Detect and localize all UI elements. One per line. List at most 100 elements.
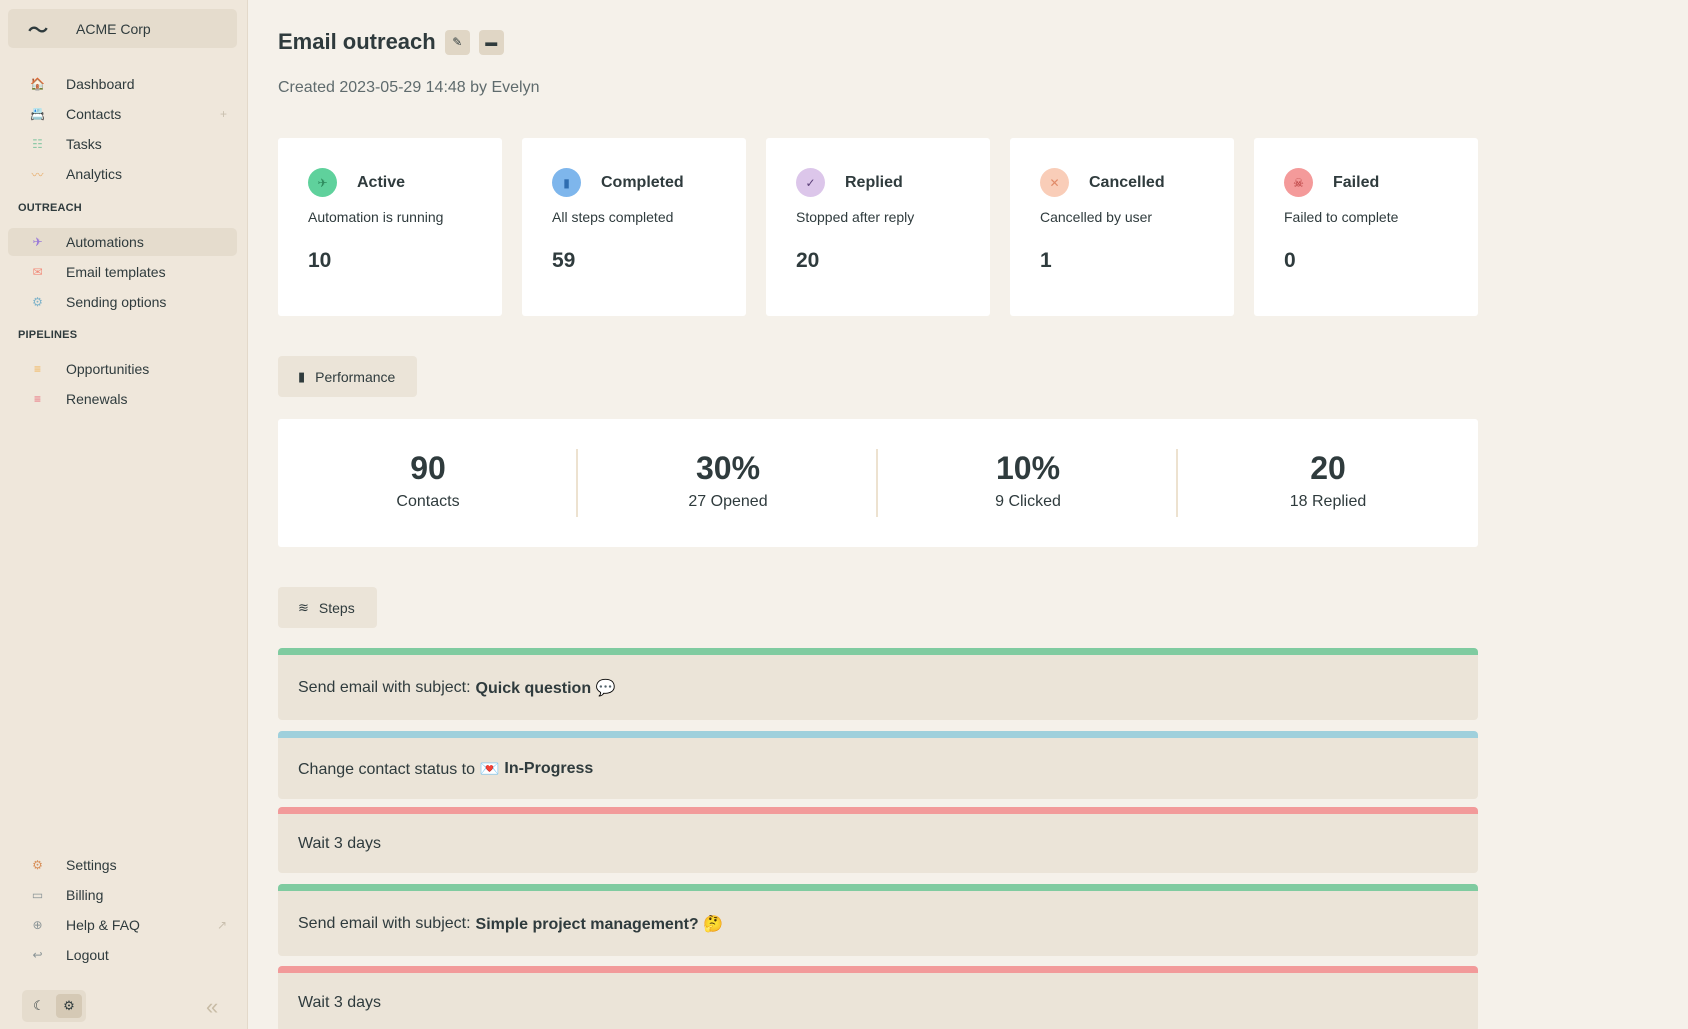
logout-icon: ↩	[32, 948, 43, 962]
stat-value: 20	[1310, 450, 1346, 486]
analytics-line-icon: 〰	[31, 167, 44, 182]
theme-toggle: ☾ ⚙	[22, 990, 86, 1022]
performance-stats: 90 Contacts 30% 27 Opened 10% 9 Clicked 20 18 R…	[278, 419, 1478, 547]
status-icon: ☠	[1284, 168, 1313, 197]
checklist-icon: ☷	[32, 137, 43, 151]
section-label-pipelines: PIPELINES	[18, 329, 78, 341]
card-value: 1	[1040, 249, 1052, 272]
settings-icon: ⚙	[32, 858, 43, 872]
card-description: Cancelled by user	[1040, 209, 1153, 225]
step-text: Wait 3 days	[298, 993, 381, 1011]
archive-button[interactable]: ▬	[478, 29, 504, 55]
credit-card-icon: ▭	[31, 888, 44, 902]
sidebar-item-settings[interactable]: ⚙ Settings	[8, 851, 237, 879]
stat-item: 90 Contacts	[278, 449, 578, 517]
card-title: Active	[357, 173, 406, 191]
step-text: Wait 3 days	[298, 834, 381, 852]
sidebar-item-billing[interactable]: ▭ Billing	[8, 881, 237, 909]
stat-item: 10% 9 Clicked	[878, 449, 1178, 517]
org-logo-icon: 〜	[28, 20, 48, 42]
layers-icon: ≡	[33, 362, 41, 376]
card-value: 59	[552, 249, 576, 272]
moon-icon[interactable]: ☾	[33, 998, 45, 1013]
stat-label: 9 Clicked	[995, 493, 1061, 510]
created-info: Created 2023-05-29 14:48 by Evelyn	[278, 79, 540, 96]
step-highlight: Simple project management? 🤔	[475, 915, 724, 933]
card-description: Automation is running	[308, 209, 444, 225]
add-contact-icon[interactable]: +	[219, 107, 227, 121]
step-item[interactable]: Change contact status to 💌 In-Progress	[278, 731, 1478, 799]
sidebar-item-logout[interactable]: ↩ Logout	[8, 941, 237, 969]
edit-button[interactable]: ✎	[444, 29, 470, 55]
stat-item: 30% 27 Opened	[578, 449, 878, 517]
collapse-sidebar-icon[interactable]: «	[206, 994, 219, 1019]
title-row: Email outreach ✎ ▬	[278, 29, 504, 55]
card-description: All steps completed	[552, 209, 674, 225]
card-title: Completed	[601, 173, 684, 191]
system-theme-icon[interactable]: ⚙	[56, 994, 82, 1018]
step-item[interactable]: Send email with subject: Quick question 💬	[278, 648, 1478, 720]
card-value: 10	[308, 249, 332, 272]
sidebar-item-label: Settings	[66, 857, 117, 873]
section-label-outreach: OUTREACH	[18, 202, 82, 214]
lifebuoy-icon: ⊕	[32, 918, 43, 932]
card-head: ☠ Failed	[1284, 168, 1478, 197]
sidebar-item-label: Opportunities	[66, 361, 150, 377]
steps-label: Steps	[318, 599, 355, 616]
external-link-icon: ↗	[216, 918, 227, 932]
step-item[interactable]: Wait 3 days	[278, 966, 1478, 1029]
sidebar-item-tasks[interactable]: ☷ Tasks	[8, 130, 237, 158]
sidebar-item-label: Analytics	[66, 166, 123, 182]
sidebar-item-label: Renewals	[66, 391, 128, 407]
steps-tab[interactable]: ≋ Steps	[278, 587, 377, 628]
step-highlight: Quick question 💬	[475, 679, 616, 697]
stat-item: 20 18 Replied	[1178, 449, 1478, 517]
sidebar-item-label: Sending options	[66, 294, 167, 310]
sidebar-item-help-faq[interactable]: ⊕ Help & FAQ ↗	[8, 911, 237, 939]
step-item[interactable]: Wait 3 days	[278, 807, 1478, 873]
stat-value: 90	[410, 450, 446, 486]
home-icon: 🏠	[30, 77, 45, 91]
step-item[interactable]: Send email with subject: Simple project m…	[278, 884, 1478, 956]
sidebar-item-opportunities[interactable]: ≡ Opportunities	[8, 355, 237, 383]
sidebar-item-label: Dashboard	[66, 76, 135, 92]
sidebar-item-analytics[interactable]: 〰 Analytics	[8, 160, 237, 188]
status-card-failed: ☠ Failed Failed to complete 0	[1254, 138, 1478, 316]
performance-tab[interactable]: ▮ Performance	[278, 356, 418, 397]
card-title: Failed	[1333, 173, 1380, 191]
step-text: Change contact status to 💌	[298, 760, 500, 778]
status-cards: ✈ Active Automation is running 10 ▮ Completed…	[278, 138, 1478, 316]
org-switcher[interactable]: 〜 ACME Corp	[8, 9, 237, 48]
sidebar-item-email-templates[interactable]: ✉ Email templates	[8, 258, 237, 286]
stat-value: 30%	[695, 450, 761, 486]
stat-label: 27 Opened	[688, 493, 768, 510]
stat-label: 18 Replied	[1289, 493, 1367, 510]
card-head: ✈ Active	[308, 168, 502, 197]
org-name: ACME Corp	[76, 20, 151, 37]
sidebar: 〜 ACME Corp 🏠 Dashboard 📇 Contacts + ☷ T…	[0, 0, 248, 1029]
step-text: Send email with subject:	[298, 914, 471, 932]
sidebar-item-dashboard[interactable]: 🏠 Dashboard	[8, 70, 237, 98]
pencil-icon: ✎	[452, 35, 463, 49]
sidebar-item-renewals[interactable]: ≡ Renewals	[8, 385, 237, 413]
card-title: Replied	[845, 173, 903, 191]
sidebar-item-label: Email templates	[66, 264, 166, 280]
page-title: Email outreach	[278, 29, 436, 54]
sidebar-item-label: Billing	[66, 887, 104, 903]
stat-value: 10%	[995, 450, 1061, 486]
sidebar-item-label: Tasks	[66, 136, 102, 152]
card-head: ▮ Completed	[552, 168, 746, 197]
sidebar-item-contacts[interactable]: 📇 Contacts +	[8, 100, 237, 128]
card-description: Failed to complete	[1284, 209, 1399, 225]
bar-chart-icon: ▮	[298, 368, 306, 384]
status-icon: ✈	[308, 168, 337, 197]
sidebar-item-automations[interactable]: ✈ Automations	[8, 228, 237, 256]
sidebar-item-label: Logout	[66, 947, 109, 963]
sidebar-item-label: Help & FAQ	[66, 917, 140, 933]
status-icon: ▮	[552, 168, 581, 197]
sidebar-item-sending-options[interactable]: ⚙ Sending options	[8, 288, 237, 316]
layers-icon: ≋	[298, 599, 309, 615]
step-highlight: In-Progress	[504, 759, 594, 777]
envelope-icon: ✉	[32, 265, 43, 279]
status-icon: ✕	[1040, 168, 1069, 197]
